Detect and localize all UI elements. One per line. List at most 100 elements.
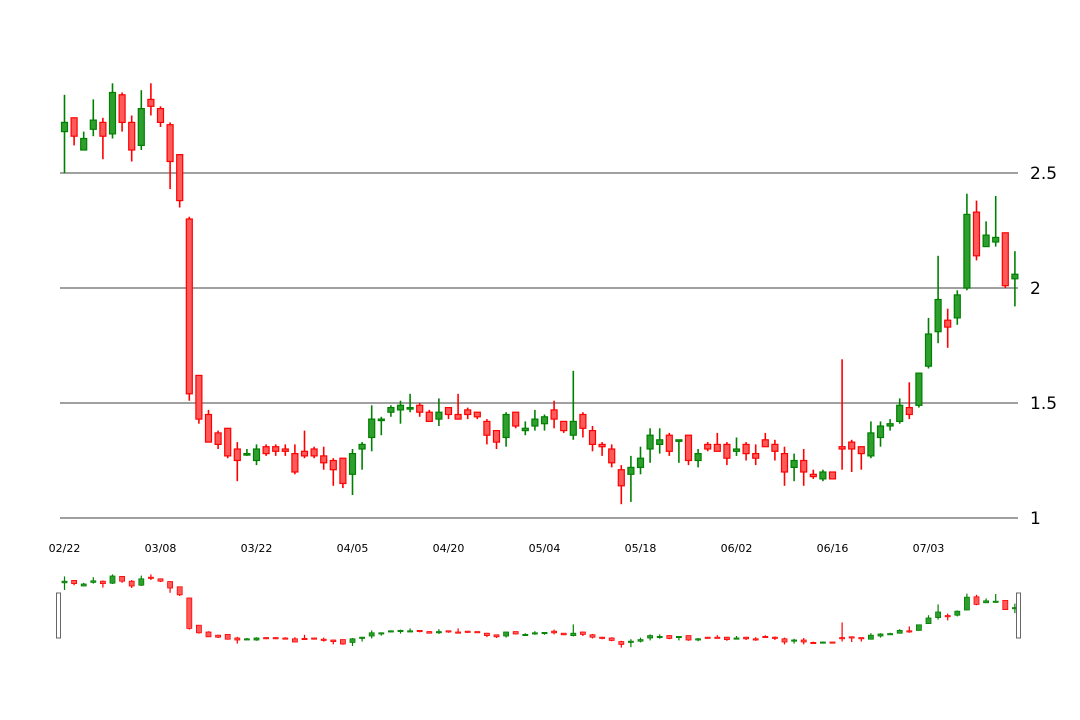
candle — [857, 446, 865, 470]
navigator-candle — [407, 628, 414, 633]
navigator-candle-body — [887, 633, 893, 636]
navigator-candle — [253, 637, 260, 641]
candle — [771, 439, 779, 461]
candle — [233, 442, 241, 482]
navigator-candle — [992, 594, 999, 603]
candle — [176, 154, 184, 208]
navigator-candle-body — [330, 639, 337, 643]
price-gridlines — [60, 172, 1018, 519]
navigator-candle — [752, 637, 759, 641]
navigator-candle-body — [215, 634, 222, 638]
candle-body — [694, 453, 702, 462]
candle-body — [790, 459, 798, 469]
candle — [80, 131, 88, 151]
navigator-candle-body — [925, 617, 932, 624]
navigator-candle-body — [493, 634, 500, 638]
candle-body — [156, 107, 165, 123]
candle — [99, 117, 107, 160]
candle — [953, 290, 961, 325]
navigator-minimap[interactable] — [56, 574, 1021, 648]
candle — [406, 393, 414, 413]
candle-body — [896, 404, 904, 422]
candle — [944, 308, 952, 348]
navigator-candle — [397, 629, 404, 634]
candle — [588, 426, 597, 452]
navigator-candle — [138, 575, 145, 586]
navigator-left-handle[interactable] — [56, 592, 61, 639]
x-tick-label: 05/04 — [529, 542, 561, 555]
navigator-candle — [877, 633, 884, 638]
candle — [1011, 251, 1019, 307]
navigator-candle — [339, 639, 346, 645]
candle-body — [1011, 273, 1019, 280]
navigator-candle-body — [109, 575, 116, 584]
candle — [742, 442, 750, 461]
candle — [617, 465, 625, 505]
candle-body — [262, 446, 270, 455]
candle-body — [876, 425, 885, 439]
navigator-candle-body — [416, 630, 423, 633]
candle — [915, 372, 923, 408]
navigator-candle — [349, 638, 356, 646]
candle-body — [252, 448, 261, 462]
navigator-candle — [532, 631, 538, 635]
candle-body — [531, 418, 539, 427]
candle-body — [233, 448, 241, 462]
navigator-candle-body — [368, 632, 375, 637]
navigator-candle-body — [320, 638, 327, 641]
navigator-candle-body — [896, 630, 903, 634]
candle-body — [636, 457, 645, 469]
navigator-candle-body — [743, 636, 749, 640]
candle — [780, 446, 789, 486]
navigator-right-handle[interactable] — [1016, 592, 1021, 639]
navigator-candle-body — [954, 610, 961, 616]
navigator-candle-body — [714, 636, 721, 639]
candle-body — [329, 459, 337, 471]
candle — [204, 409, 213, 443]
candle-body — [396, 404, 405, 411]
candle — [560, 420, 568, 433]
candle-body — [646, 434, 654, 450]
navigator-candle — [685, 635, 692, 641]
y-tick-label: 2.5 — [1030, 164, 1057, 184]
navigator-candle — [896, 629, 903, 634]
candle — [464, 407, 472, 420]
candle — [108, 83, 117, 139]
candle-body — [540, 416, 549, 425]
candle — [905, 382, 913, 420]
candle-body — [588, 430, 597, 446]
navigator-candle-body — [426, 631, 433, 634]
navigator-candle — [887, 632, 893, 636]
candle — [924, 317, 933, 369]
candle-body — [915, 372, 923, 406]
candle-body — [934, 298, 942, 333]
navigator-candle — [378, 632, 385, 636]
navigator-candle-body — [964, 596, 970, 611]
navigator-candle-body — [138, 578, 145, 586]
candle-body — [166, 124, 174, 163]
navigator-candle — [320, 637, 327, 642]
x-tick-label: 05/18 — [625, 542, 657, 555]
navigator-candle — [983, 598, 989, 604]
candle-body — [387, 407, 395, 413]
navigator-candle — [676, 636, 682, 641]
x-tick-label: 07/03 — [913, 542, 945, 555]
navigator-candle-body — [580, 631, 586, 635]
candle — [310, 446, 318, 459]
candle — [60, 94, 69, 173]
navigator-candle — [445, 630, 452, 633]
navigator-candle — [176, 586, 183, 596]
candle — [502, 412, 510, 447]
candle — [838, 359, 846, 470]
candle-body — [492, 430, 501, 443]
navigator-candle-body — [906, 630, 913, 633]
navigator-candle — [186, 597, 193, 630]
navigator-candle-body — [868, 634, 874, 640]
x-tick-label: 03/22 — [241, 542, 273, 555]
candle — [800, 449, 808, 486]
candle-body — [128, 121, 136, 151]
candle-body — [60, 121, 69, 133]
navigator-candle-body — [762, 636, 769, 639]
candle-body — [281, 448, 289, 452]
